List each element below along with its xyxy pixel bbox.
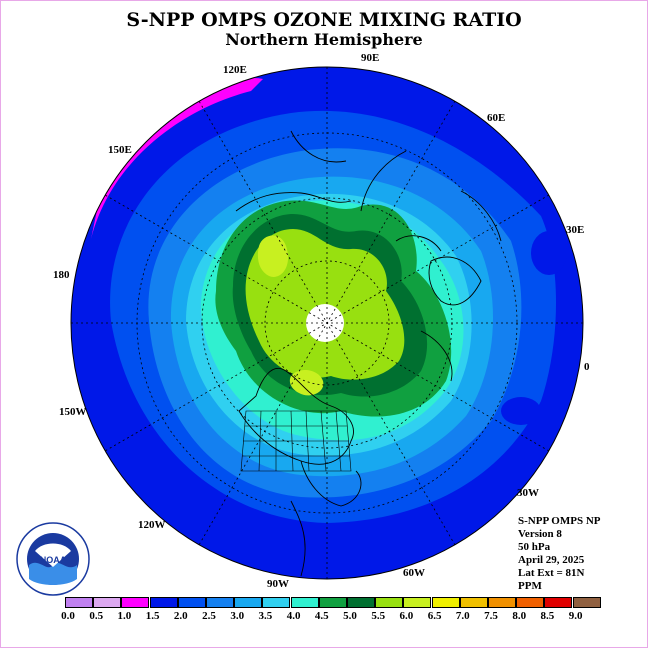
- map-subtitle: Northern Hemisphere: [225, 30, 423, 49]
- lon-label-60w: 60W: [403, 567, 425, 579]
- info-panel: S-NPP OMPS NP Version 8 50 hPa April 29,…: [518, 515, 601, 593]
- colorbar-tick-label: 4.0: [286, 610, 301, 622]
- lon-label-150e: 150E: [108, 144, 132, 156]
- lon-label-120w: 120W: [138, 519, 166, 531]
- blue-pocket-atlantic: [501, 397, 541, 425]
- colorbar-tick-label: 1.5: [145, 610, 160, 622]
- lon-label-90e: 90E: [361, 52, 380, 64]
- colorbar-swatch: [431, 597, 460, 608]
- ozone-field: [71, 67, 583, 579]
- colorbar-tick-label: 0.0: [61, 610, 75, 622]
- graticule: [71, 67, 583, 579]
- lon-label-120e: 120E: [223, 64, 247, 76]
- colorbar-swatch: [149, 597, 178, 608]
- map-title: S-NPP OMPS OZONE MIXING RATIO: [126, 9, 522, 31]
- colorbar-tick-label: 0.5: [89, 610, 104, 622]
- colorbar-tick-label: 5.0: [343, 610, 357, 622]
- lon-label-60e: 60E: [487, 112, 506, 124]
- colorbar-tick-label: 8.5: [540, 610, 555, 622]
- logo-text: NOAA: [40, 555, 67, 565]
- band-6-0-b: [289, 369, 324, 396]
- us-grid: [240, 410, 352, 472]
- colorbar-swatch: [206, 597, 234, 608]
- colorbar-tick-label: 3.5: [258, 610, 273, 622]
- colorbar-swatch: [544, 597, 573, 608]
- colorbar-tick-label: 2.5: [202, 610, 216, 622]
- lon-label-90w: 90W: [267, 578, 289, 590]
- colorbar-tick-label: 5.5: [371, 610, 386, 622]
- lon-label-0: 0: [584, 361, 590, 373]
- colorbar-swatch: [572, 597, 601, 608]
- colorbar-tick-label: 7.0: [455, 610, 470, 622]
- colorbar-tick-label: 6.0: [399, 610, 414, 622]
- lon-label-150w: 150W: [59, 406, 87, 418]
- colorbar-swatch: [65, 597, 93, 608]
- colorbar-tick-label: 9.0: [568, 610, 583, 622]
- colorbar-swatch: [375, 597, 404, 608]
- noaa-logo-icon: NOAA: [16, 522, 90, 596]
- colorbar-swatch: [93, 597, 122, 608]
- colorbar-swatch: [121, 597, 150, 608]
- lon-label-30w: 30W: [517, 487, 539, 499]
- map-boundary: [70, 66, 584, 580]
- colorbar-tick-label: 8.0: [512, 610, 527, 622]
- colorbar-tick-label: 6.5: [427, 610, 442, 622]
- colorbar-swatch: [262, 597, 291, 608]
- colorbar-tick-label: 7.5: [484, 610, 498, 622]
- colorbar-tick-label: 2.0: [173, 610, 188, 622]
- info-lat-ext: Lat Ext = 81N: [518, 567, 585, 579]
- lon-label-30e: 30E: [566, 224, 585, 236]
- blue-pocket-east: [531, 231, 567, 275]
- polar-gap: [306, 304, 344, 342]
- colorbar-tick-label: 4.5: [314, 610, 329, 622]
- colorbar-tick-label: 1.0: [117, 610, 132, 622]
- info-product: S-NPP OMPS NP: [518, 515, 601, 527]
- colorbar-swatch: [403, 597, 432, 608]
- colorbar-swatch: [290, 597, 319, 608]
- colorbar-swatch: [177, 597, 206, 608]
- colorbar-swatch: [516, 597, 545, 608]
- lon-label-180: 180: [53, 269, 70, 281]
- colorbar-swatch: [347, 597, 375, 608]
- colorbar-tick-label: 3.0: [230, 610, 245, 622]
- band-6-0-a: [257, 235, 289, 277]
- colorbar-swatch: [318, 597, 347, 608]
- info-date: April 29, 2025: [518, 554, 585, 566]
- colorbar-swatch: [488, 597, 516, 608]
- colorbar-swatch: [459, 597, 488, 608]
- info-version: Version 8: [518, 528, 562, 540]
- info-units: PPM: [518, 580, 542, 592]
- colorbar-swatch: [234, 597, 263, 608]
- info-level: 50 hPa: [518, 541, 551, 553]
